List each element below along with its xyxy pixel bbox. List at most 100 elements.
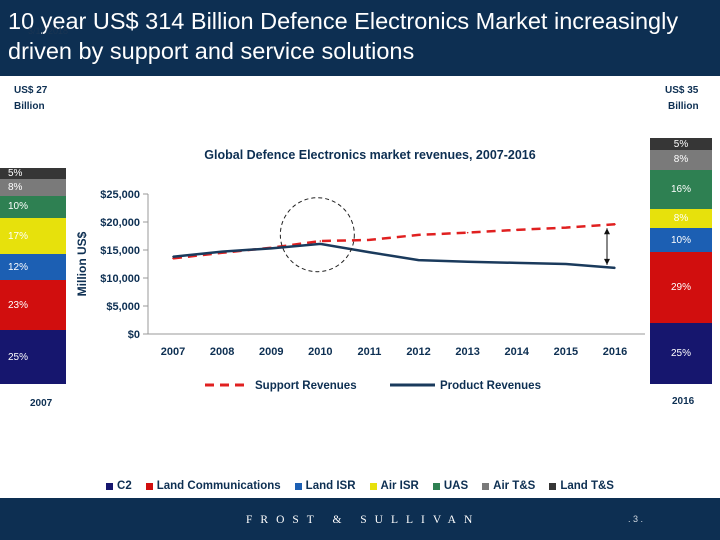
y-tick-label: $25,000 bbox=[100, 189, 140, 201]
stack-segment-label: 8% bbox=[8, 181, 23, 193]
legend-label: C2 bbox=[117, 480, 132, 492]
stack-segment-c2: 25% bbox=[0, 330, 66, 384]
footer-date: 3/17/2018 bbox=[28, 26, 69, 36]
legend-swatch bbox=[145, 482, 153, 490]
left-year-label: 2007 bbox=[30, 398, 53, 409]
stack-segment-air-t-s: 8% bbox=[650, 150, 712, 170]
y-tick-label: $10,000 bbox=[100, 273, 140, 285]
stack-segment-land-isr: 12% bbox=[0, 254, 66, 281]
stack-segment-label: 25% bbox=[670, 348, 691, 360]
gap-arrow-head-top bbox=[604, 228, 610, 235]
stack-segment-land-t-s: 5% bbox=[650, 138, 712, 151]
stack-segment-air-isr: 8% bbox=[650, 208, 712, 229]
legend-swatch bbox=[369, 482, 377, 490]
series-line-product-revenues bbox=[172, 242, 616, 270]
legend-swatch bbox=[106, 482, 114, 490]
data-point-product-revenues bbox=[368, 251, 371, 254]
stacked-bar-2007: 5% 8% 10% 17% 12% 23% 25% bbox=[0, 168, 66, 384]
stack-segment-label: 25% bbox=[8, 351, 29, 363]
left-total-unit: Billion bbox=[14, 101, 45, 112]
stack-segment-label: 5% bbox=[8, 167, 23, 179]
data-point-support-revenues bbox=[172, 257, 174, 260]
data-point-product-revenues bbox=[614, 267, 616, 269]
stacked-bar-2016: 5% 8% 16% 8% 10% 29% 25% bbox=[650, 138, 712, 384]
footer-bar: FROST & SULLIVAN . 3 . bbox=[0, 498, 720, 540]
stack-segment-uas: 16% bbox=[650, 169, 712, 209]
x-tick-label: 2010 bbox=[308, 346, 332, 358]
right-total-unit: Billion bbox=[668, 101, 699, 112]
data-point-support-revenues bbox=[614, 223, 616, 226]
legend-item-air-t-s: Air T&S bbox=[482, 480, 535, 492]
data-point-support-revenues bbox=[565, 226, 567, 229]
x-tick-label: 2007 bbox=[161, 346, 185, 358]
series-line-support-revenues bbox=[172, 222, 616, 260]
stack-segment-label: 16% bbox=[670, 183, 691, 195]
stack-segment-land-isr: 10% bbox=[650, 228, 712, 253]
y-tick-label: $5,000 bbox=[106, 301, 140, 313]
stack-segment-label: 8% bbox=[673, 154, 689, 166]
chart-title: Global Defence Electronics market revenu… bbox=[204, 148, 535, 162]
data-point-product-revenues bbox=[270, 247, 273, 250]
data-point-product-revenues bbox=[221, 250, 223, 253]
data-point-product-revenues bbox=[466, 260, 469, 263]
legend-label: Land Communications bbox=[156, 480, 281, 492]
legend-item-land-t-s: Land T&S bbox=[549, 480, 614, 492]
right-total-amount: US$ 35 bbox=[665, 85, 699, 96]
line-chart: Global Defence Electronics market revenu… bbox=[75, 148, 645, 392]
slide-title: 10 year US$ 314 Billion Defence Electron… bbox=[8, 8, 679, 64]
stack-segment-air-t-s: 8% bbox=[0, 178, 66, 197]
legend-label-product-revenues: Product Revenues bbox=[440, 380, 541, 392]
highlight-circle bbox=[279, 197, 355, 273]
stack-segment-label: 29% bbox=[670, 282, 691, 294]
legend-item-uas: UAS bbox=[432, 480, 469, 492]
data-point-product-revenues bbox=[319, 243, 322, 245]
legend-swatch bbox=[482, 482, 490, 490]
stack-segment-label: 10% bbox=[670, 234, 691, 246]
legend-label: Air ISR bbox=[380, 480, 419, 492]
y-axis-label: Million US$ bbox=[75, 231, 89, 296]
legend-label: UAS bbox=[443, 480, 469, 492]
x-tick-label: 2014 bbox=[505, 346, 530, 358]
legend-swatch bbox=[294, 482, 302, 490]
x-tick-label: 2011 bbox=[358, 346, 382, 358]
x-tick-label: 2015 bbox=[554, 346, 578, 358]
legend-label: Land T&S bbox=[560, 480, 614, 492]
data-point-product-revenues bbox=[172, 255, 174, 258]
legend-swatch bbox=[432, 482, 440, 490]
stack-segment-label: 10% bbox=[8, 201, 29, 213]
legend-label: Air T&S bbox=[493, 480, 536, 492]
stack-segment-uas: 10% bbox=[0, 196, 66, 218]
stack-segment-land-t-s: 5% bbox=[0, 168, 66, 179]
gap-arrow-head-bottom bbox=[604, 258, 610, 265]
footer-brand: FROST & SULLIVAN bbox=[246, 514, 481, 526]
left-total-amount: US$ 27 bbox=[14, 85, 48, 96]
legend-item-air-isr: Air ISR bbox=[369, 480, 419, 492]
title-banner: 10 year US$ 314 Billion Defence Electron… bbox=[0, 0, 720, 76]
right-year-label: 2016 bbox=[672, 396, 695, 407]
stack-segment-label: 12% bbox=[8, 261, 29, 273]
stack-segment-label: 23% bbox=[8, 299, 29, 311]
data-point-support-revenues bbox=[417, 234, 420, 236]
legend-label-support-revenues: Support Revenues bbox=[255, 380, 357, 392]
data-point-product-revenues bbox=[515, 262, 518, 264]
data-point-support-revenues bbox=[466, 231, 469, 234]
x-tick-label: 2008 bbox=[210, 346, 234, 358]
data-point-support-revenues bbox=[368, 239, 371, 241]
legend-item-land-isr: Land ISR bbox=[294, 480, 356, 492]
data-point-product-revenues bbox=[565, 263, 567, 265]
stack-segment-air-isr: 17% bbox=[0, 217, 66, 255]
legend-item-c2: C2 bbox=[106, 480, 132, 492]
y-tick-label: $15,000 bbox=[100, 245, 140, 257]
x-tick-label: 2016 bbox=[603, 346, 627, 358]
x-tick-label: 2009 bbox=[259, 346, 283, 358]
page-number: . 3 . bbox=[628, 514, 644, 524]
stack-segment-c2: 25% bbox=[650, 323, 712, 384]
legend-item-land-communications: Land Communications bbox=[145, 480, 281, 492]
stack-segment-land-communications: 23% bbox=[0, 280, 66, 330]
y-tick-label: $20,000 bbox=[100, 217, 140, 229]
legend-label: Land ISR bbox=[305, 480, 356, 492]
legend-swatch bbox=[549, 482, 557, 490]
stack-segment-label: 17% bbox=[8, 230, 29, 242]
data-point-product-revenues bbox=[417, 259, 420, 261]
segment-legend: C2 Land Communications Land ISR Air ISR UAS A… bbox=[0, 474, 720, 498]
